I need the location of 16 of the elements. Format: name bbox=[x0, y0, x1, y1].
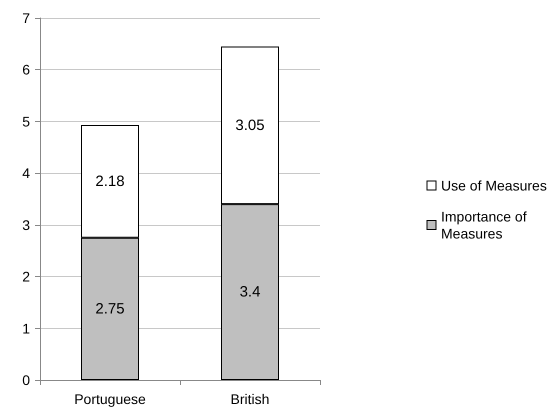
data-label: 3.4 bbox=[240, 284, 260, 301]
y-tick-label: 6 bbox=[22, 62, 30, 78]
y-tick-label: 0 bbox=[22, 372, 30, 388]
x-tick-label: British bbox=[230, 391, 270, 407]
legend-label: Use of Measures bbox=[441, 178, 547, 194]
data-label: 3.05 bbox=[235, 116, 265, 134]
y-tick-label: 3 bbox=[22, 216, 30, 233]
y-tick-label: 2 bbox=[22, 268, 30, 285]
legend-label: Importance of Measures bbox=[441, 208, 530, 242]
y-tick-label: 1 bbox=[22, 320, 30, 336]
y-tick-label: 4 bbox=[22, 165, 30, 182]
data-label: 2.75 bbox=[95, 300, 125, 318]
data-label: 2.18 bbox=[95, 172, 125, 190]
y-tick-label: 7 bbox=[22, 10, 30, 26]
x-tick-label: Portuguese bbox=[74, 391, 146, 407]
y-tick-label: 5 bbox=[22, 113, 30, 130]
